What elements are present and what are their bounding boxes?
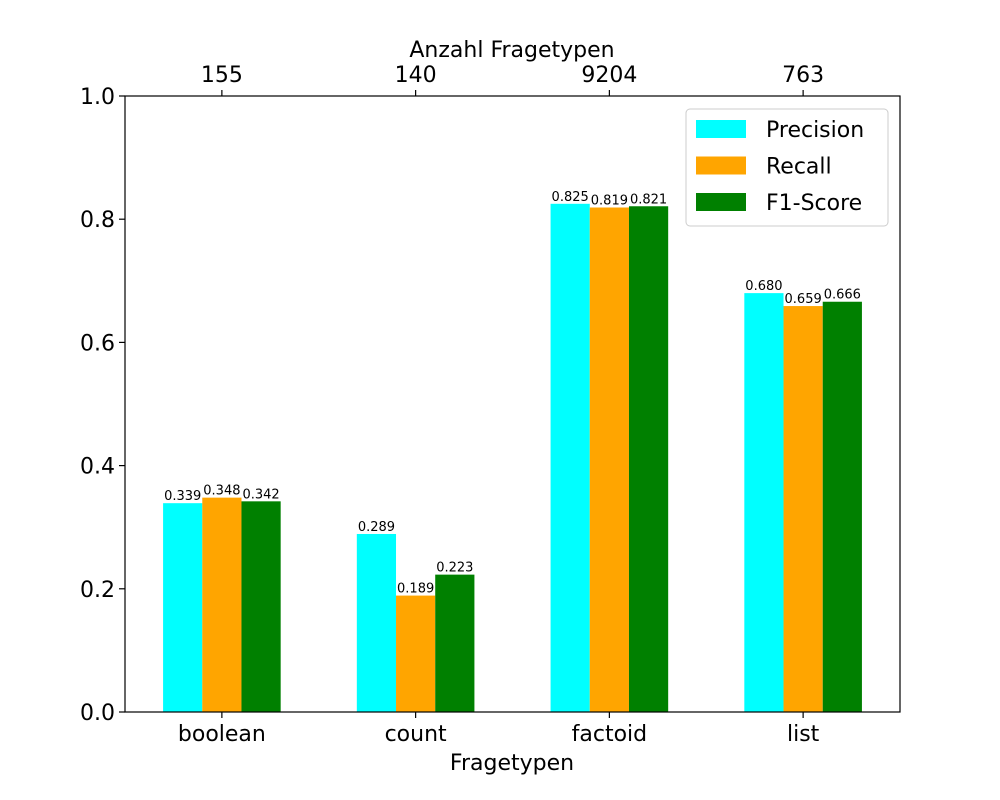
bar-value-label: 0.339 (164, 489, 201, 504)
legend-swatch-recall (696, 156, 746, 175)
plot-frame (124, 95, 901, 713)
bar-boolean-recall (202, 497, 242, 712)
bar-value-label: 0.821 (630, 192, 667, 207)
top-x-tick-label: 140 (395, 63, 437, 88)
x-tick-label: factoid (572, 722, 648, 747)
legend-label: Recall (766, 155, 832, 180)
bar-labels-group: 0.339 0.289 0.825 0.680 0.348 0.189 0.819 0.659… (164, 190, 861, 597)
y-tick-label: 1.0 (80, 85, 115, 110)
bar-count-recall (396, 595, 436, 712)
bar-factoid-recall (589, 207, 629, 712)
legend-swatch-f1-score (696, 193, 746, 211)
legend-label: Precision (766, 118, 864, 143)
bar-factoid-f1-score (628, 206, 669, 712)
legend-swatch-precision (696, 120, 746, 138)
bar-value-label: 0.189 (397, 582, 434, 597)
bar-factoid-precision (550, 203, 590, 713)
bar-boolean-f1-score (241, 501, 281, 712)
y-tick-label: 0.8 (80, 208, 115, 233)
bars-group (163, 203, 862, 713)
bar-list-precision (744, 293, 784, 712)
bar-value-label: 0.342 (242, 487, 279, 502)
top-x-tick-label: 9204 (581, 63, 637, 88)
y-tick-label: 0.4 (80, 455, 115, 480)
top-x-tick-label: 155 (201, 63, 243, 88)
y-axis: 0.0 0.2 0.4 0.6 0.8 1.0 (80, 85, 125, 726)
y-tick-label: 0.2 (80, 578, 115, 603)
bar-list-recall (783, 306, 823, 712)
y-tick-label: 0.6 (80, 331, 115, 356)
bar-value-label: 0.348 (203, 484, 240, 499)
x-tick-label: boolean (178, 722, 266, 747)
bar-value-label: 0.223 (436, 561, 473, 576)
x-tick-label: list (787, 722, 820, 747)
bar-boolean-precision (163, 503, 203, 712)
bar-value-label: 0.825 (552, 190, 589, 205)
bar-value-label: 0.680 (745, 279, 782, 294)
bar-count-f1-score (435, 574, 475, 712)
top-x-tick-label: 763 (782, 63, 824, 88)
top-x-axis: 155 140 9204 763 (201, 63, 824, 96)
legend-label: F1-Score (766, 191, 862, 216)
bar-value-label: 0.819 (591, 194, 628, 209)
bar-value-label: 0.666 (824, 288, 861, 303)
bar-count-precision (356, 533, 397, 712)
bar-value-label: 0.659 (785, 292, 822, 307)
x-axis-title: Fragetypen (450, 751, 574, 776)
legend: Precision Recall F1-Score (685, 108, 889, 227)
y-tick-label: 0.0 (80, 701, 115, 726)
bar-value-label: 0.289 (358, 520, 395, 535)
x-axis: boolean count factoid list (178, 712, 820, 747)
x-tick-label: count (385, 722, 447, 747)
bar-list-f1-score (822, 301, 862, 712)
top-axis-title: Anzahl Fragetypen (409, 38, 614, 63)
